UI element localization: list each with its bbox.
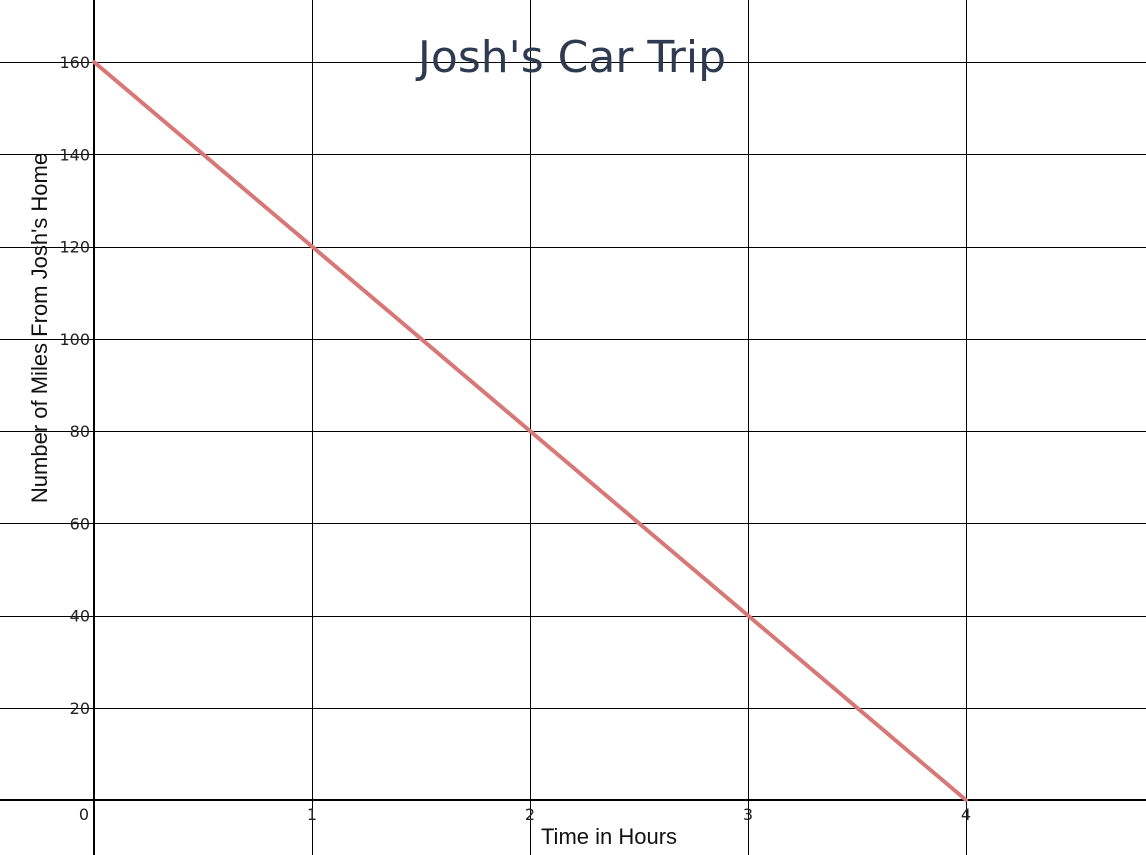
- x-tick-label: 0: [79, 805, 89, 824]
- x-tick-label: 1: [307, 805, 317, 824]
- y-tick-label: 80: [70, 422, 90, 441]
- x-tick-label: 3: [743, 805, 753, 824]
- series-layer: [92, 60, 968, 802]
- y-tick-label: 140: [59, 145, 90, 164]
- tick-labels: 0 1 2 3 4 20 40 60 80 100 120 140 160: [59, 53, 971, 824]
- y-tick-label: 60: [70, 514, 90, 533]
- y-tick-label: 120: [59, 238, 90, 257]
- y-tick-label: 100: [59, 330, 90, 349]
- y-tick-label: 160: [59, 53, 90, 72]
- chart-title: Josh's Car Trip: [415, 32, 726, 83]
- y-tick-label: 40: [70, 607, 90, 626]
- y-axis-label: Number of Miles From Josh's Home: [27, 153, 52, 503]
- x-tick-label: 4: [961, 805, 971, 824]
- series-line: [92, 60, 968, 802]
- x-tick-label: 2: [525, 805, 535, 824]
- x-axis-label: Time in Hours: [541, 824, 677, 849]
- y-tick-label: 20: [70, 699, 90, 718]
